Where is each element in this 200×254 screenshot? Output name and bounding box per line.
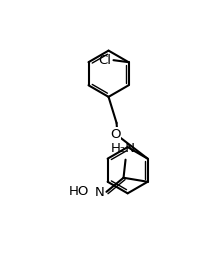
Text: N: N: [94, 186, 104, 199]
Text: Cl: Cl: [98, 54, 111, 67]
Text: HO: HO: [69, 185, 89, 198]
Text: H₂N: H₂N: [110, 142, 135, 155]
Text: O: O: [110, 128, 120, 140]
